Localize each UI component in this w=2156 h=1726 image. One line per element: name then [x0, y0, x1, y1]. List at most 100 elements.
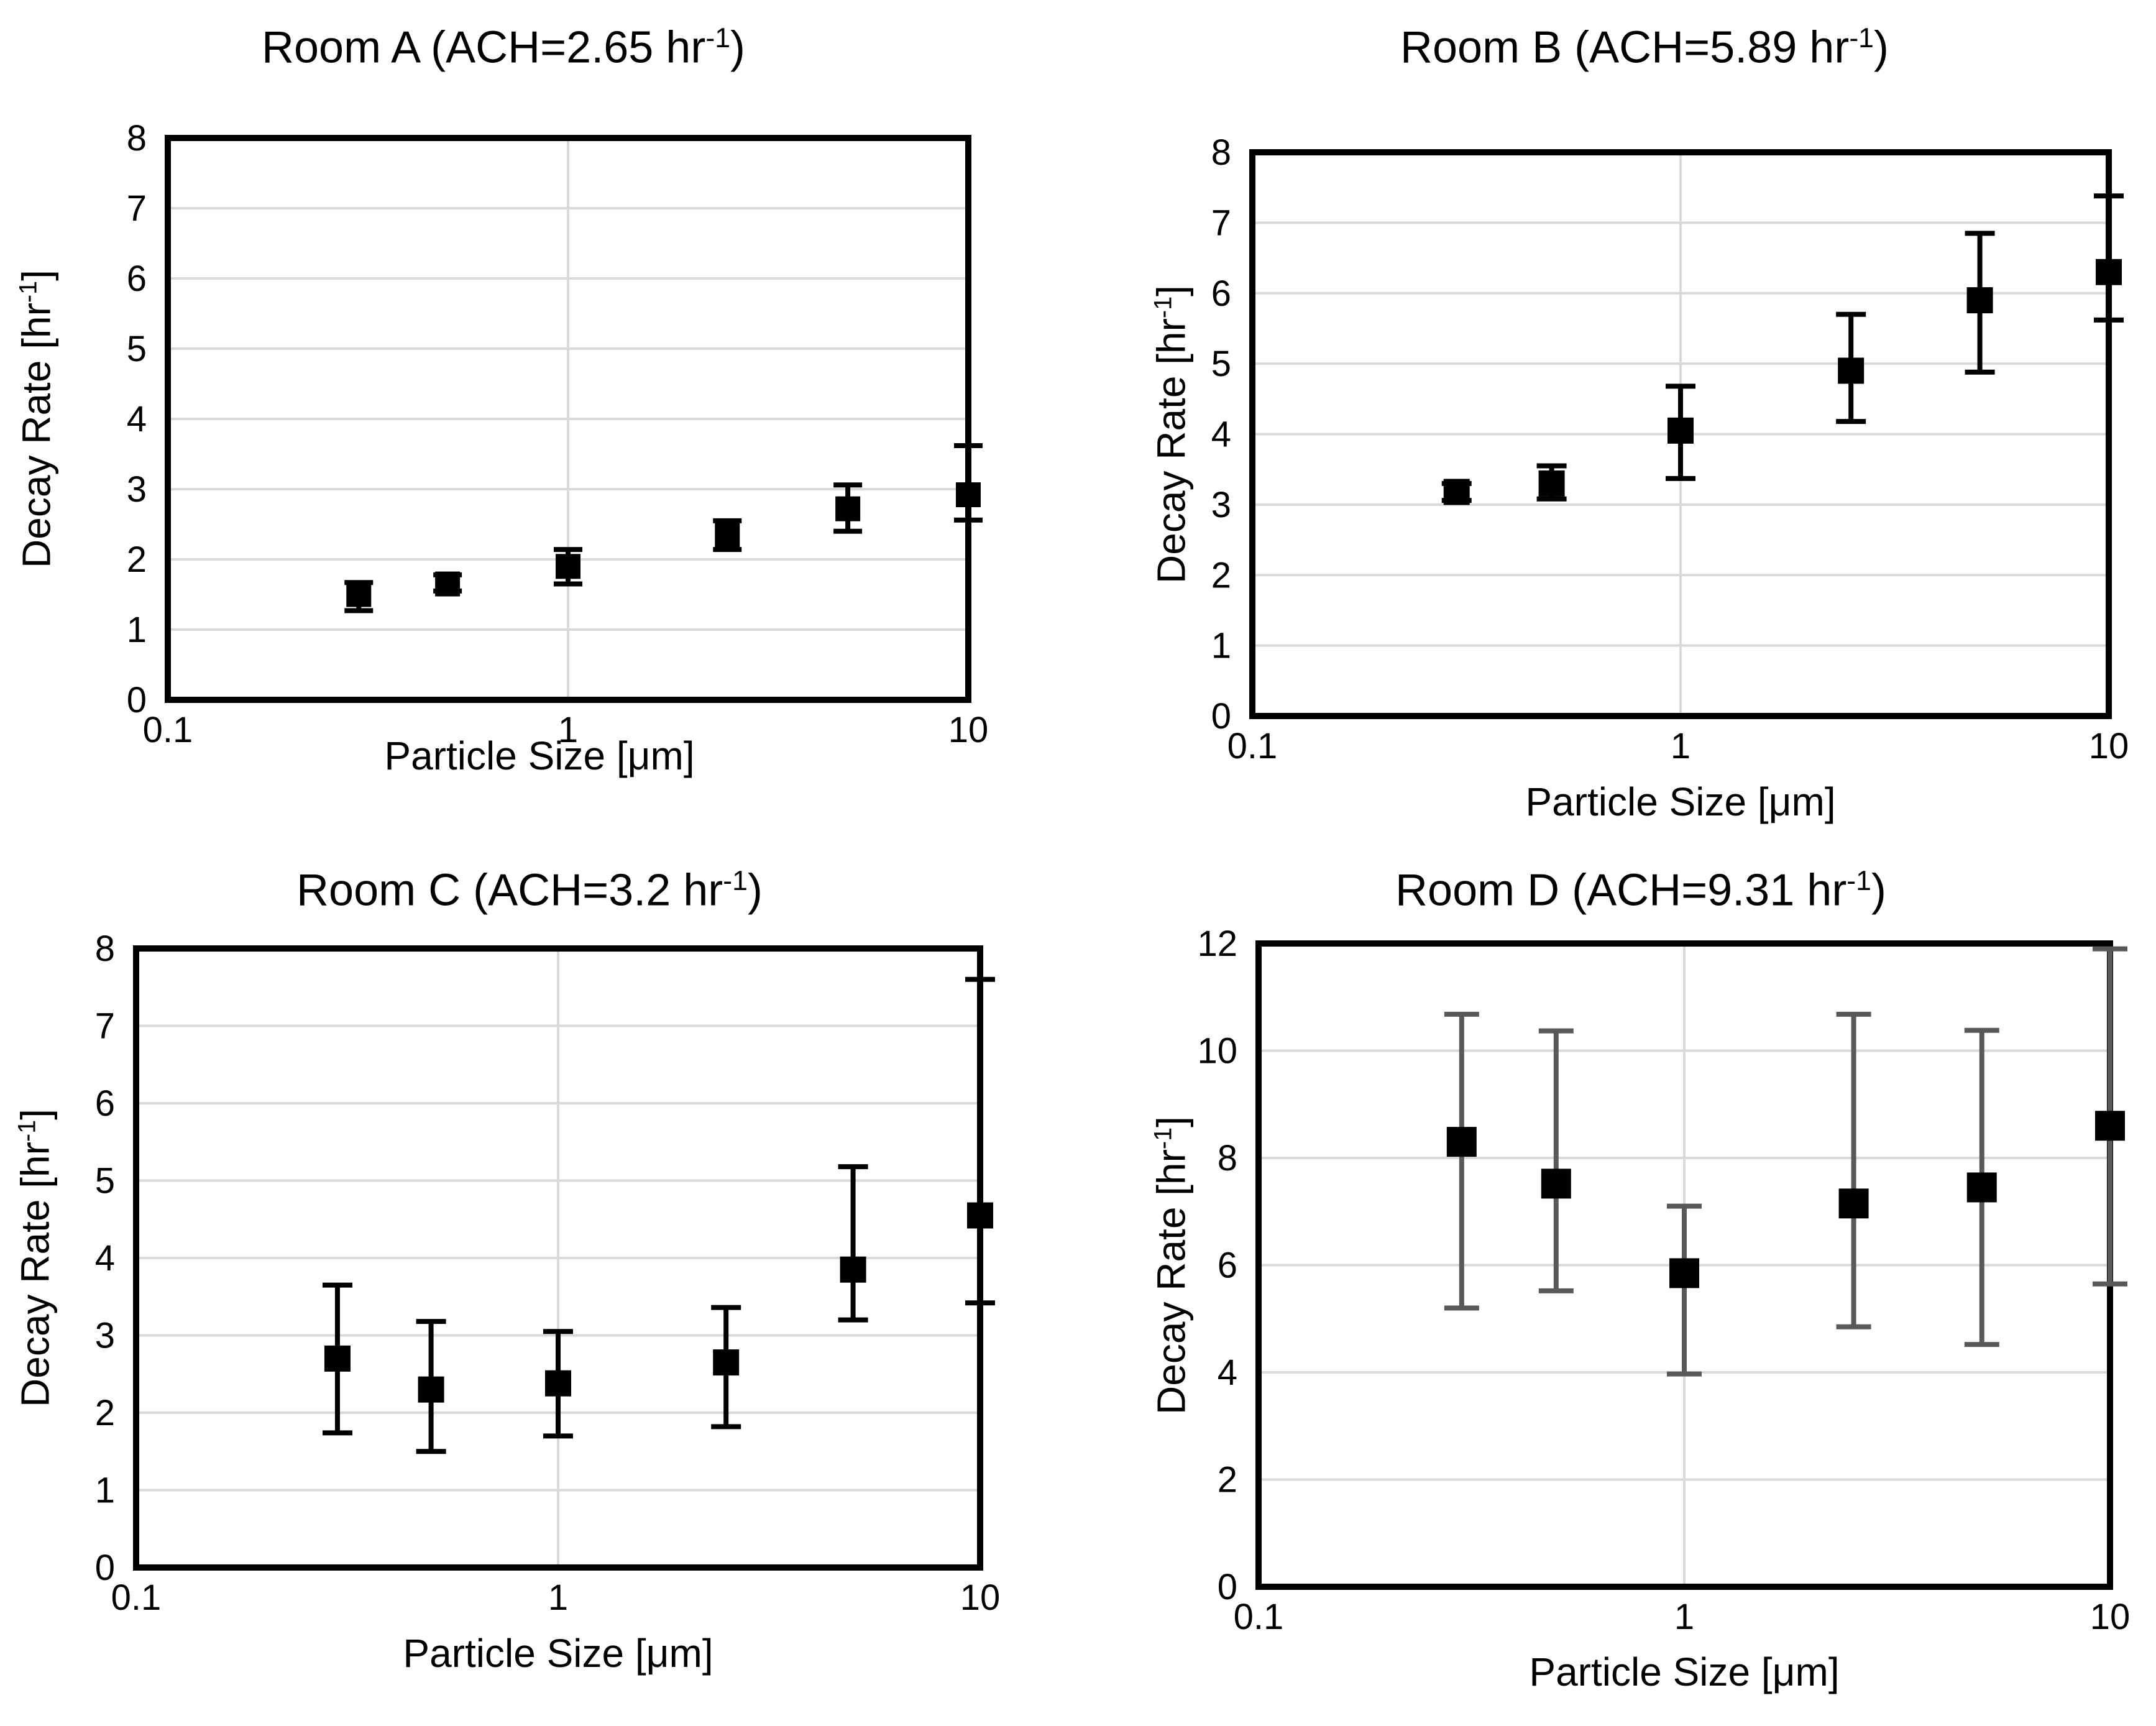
- x-axis-title: Particle Size [μm]: [1529, 1650, 1840, 1694]
- chart-title-text-end: ): [1874, 22, 1889, 73]
- y-tick-label: 2: [1211, 555, 1231, 595]
- x-tick-label: 1: [558, 710, 578, 750]
- x-axis-title: Particle Size [μm]: [1525, 779, 1836, 824]
- x-tick-label: 1: [1674, 1597, 1694, 1637]
- data-point-marker: [1541, 1168, 1571, 1199]
- data-point-marker: [1443, 479, 1470, 505]
- chart-title-room-d: Room D (ACH=9.31 hr-1): [1206, 854, 2076, 918]
- y-axis-title-text: Decay Rate [hr: [1149, 1149, 1194, 1415]
- chart-plot-room-d: 0 2 4 6 8 10 12 0.1 1 10: [1197, 924, 2130, 1637]
- chart-title-text: Room D (ACH=9.31 hr: [1395, 865, 1847, 916]
- x-axis-title: Particle Size [μm]: [403, 1631, 713, 1676]
- y-tick-label: 6: [127, 259, 147, 299]
- x-tick-label: 10: [948, 710, 989, 750]
- data-point-marker: [1538, 470, 1565, 497]
- data-point-marker: [956, 482, 981, 508]
- data-point-marker: [835, 496, 861, 521]
- data-point-marker: [1446, 1127, 1477, 1157]
- chart-title-text-end: ): [730, 22, 745, 73]
- chart-title-text-end: ): [747, 865, 763, 916]
- y-tick-label: 2: [127, 539, 147, 580]
- x-tick-label: 10: [2090, 1597, 2131, 1637]
- y-tick-label: 6: [1218, 1246, 1237, 1286]
- x-tick-label: 1: [548, 1577, 568, 1618]
- y-axis-title-text-end: ]: [1149, 285, 1194, 296]
- y-tick-label: 3: [95, 1316, 115, 1356]
- x-tick-label: 0.1: [143, 710, 193, 750]
- x-tick-label: 0.1: [1234, 1597, 1284, 1637]
- plot-border: [165, 135, 971, 703]
- y-tick-label: 0: [95, 1548, 115, 1588]
- data-point-marker: [1838, 1188, 1869, 1219]
- y-tick-label: 8: [95, 929, 115, 969]
- y-axis-title-text: Decay Rate [hr: [14, 303, 59, 568]
- y-tick-label: 5: [1211, 344, 1231, 384]
- x-axis-title: Particle Size [μm]: [384, 733, 695, 778]
- y-axis-title-text: Decay Rate [hr: [12, 1142, 58, 1407]
- y-tick-label: 1: [127, 610, 147, 650]
- data-point-marker: [1667, 417, 1694, 444]
- y-tick-label: 3: [127, 469, 147, 510]
- y-tick-label: 7: [95, 1006, 115, 1047]
- y-axis-title-superscript: -1: [13, 1119, 41, 1142]
- data-point-marker: [2095, 1111, 2125, 1141]
- data-point-marker: [346, 582, 372, 607]
- data-point-marker: [967, 1202, 993, 1229]
- y-tick-label: 6: [1211, 273, 1231, 314]
- chart-plot-room-a: 0 1 2 3 4 5 6 7 8 0.1 1 10: [127, 118, 989, 750]
- data-point-marker: [1966, 1172, 1997, 1203]
- y-tick-label: 1: [95, 1471, 115, 1511]
- y-axis-title: Decay Rate [hr-1]: [7, 270, 58, 568]
- y-tick-label: 8: [1211, 132, 1231, 173]
- data-point-marker: [1669, 1258, 1699, 1288]
- y-tick-label: 6: [95, 1083, 115, 1124]
- chart-title-room-b: Room B (ACH=5.89 hr-1): [1209, 11, 2080, 75]
- x-tick-label: 10: [960, 1577, 1001, 1618]
- chart-title-superscript: -1: [1849, 23, 1874, 53]
- data-point-marker: [713, 1349, 740, 1376]
- data-point-marker: [324, 1345, 351, 1372]
- y-axis-title-text-end: ]: [1149, 1116, 1194, 1127]
- chart-title-room-a: Room A (ACH=2.65 hr-1): [68, 11, 938, 75]
- y-axis-title-text: Decay Rate [hr: [1149, 318, 1194, 584]
- y-axis-title-superscript: -1: [1149, 296, 1177, 318]
- chart-title-text-end: ): [1871, 865, 1886, 916]
- chart-title-text: Room C (ACH=3.2 hr: [296, 865, 723, 916]
- data-point-marker: [545, 1370, 571, 1397]
- y-axis-title-text-end: ]: [14, 270, 59, 281]
- y-tick-label: 8: [1218, 1138, 1237, 1178]
- chart-title-superscript: -1: [705, 23, 731, 53]
- plot-border: [1249, 149, 2112, 719]
- y-tick-label: 0: [127, 680, 147, 720]
- x-tick-label: 10: [2089, 726, 2129, 766]
- y-tick-label: 2: [1218, 1460, 1237, 1500]
- y-tick-label: 7: [127, 188, 147, 229]
- y-tick-label: 4: [1218, 1352, 1237, 1393]
- x-tick-label: 0.1: [111, 1577, 162, 1618]
- data-point-marker: [1966, 287, 1993, 314]
- y-axis-title-text-end: ]: [12, 1109, 58, 1120]
- y-tick-label: 0: [1218, 1567, 1237, 1607]
- chart-title-text: Room A (ACH=2.65 hr: [261, 22, 706, 73]
- y-axis-title: Decay Rate [hr-1]: [6, 1109, 57, 1407]
- y-tick-label: 0: [1211, 696, 1231, 737]
- y-tick-label: 10: [1197, 1031, 1237, 1072]
- data-point-marker: [715, 522, 740, 548]
- data-point-marker: [840, 1256, 866, 1283]
- y-axis-title-superscript: -1: [1149, 1127, 1177, 1149]
- y-axis-title: Decay Rate [hr-1]: [1142, 1116, 1193, 1415]
- data-point-marker: [418, 1376, 444, 1403]
- chart-plot-room-c: 0 1 2 3 4 5 6 7 8 0.1 1 10: [95, 929, 1001, 1618]
- y-axis-title: Decay Rate [hr-1]: [1142, 285, 1193, 584]
- y-tick-label: 5: [127, 329, 147, 369]
- y-tick-label: 8: [127, 118, 147, 158]
- data-point-marker: [435, 571, 461, 597]
- chart-title-text: Room B (ACH=5.89 hr: [1400, 22, 1850, 73]
- y-tick-label: 4: [95, 1238, 115, 1278]
- y-tick-label: 4: [127, 399, 147, 439]
- x-tick-label: 0.1: [1227, 726, 1278, 766]
- chart-title-superscript: -1: [1846, 866, 1871, 896]
- y-tick-label: 3: [1211, 485, 1231, 525]
- chart-title-superscript: -1: [723, 866, 748, 896]
